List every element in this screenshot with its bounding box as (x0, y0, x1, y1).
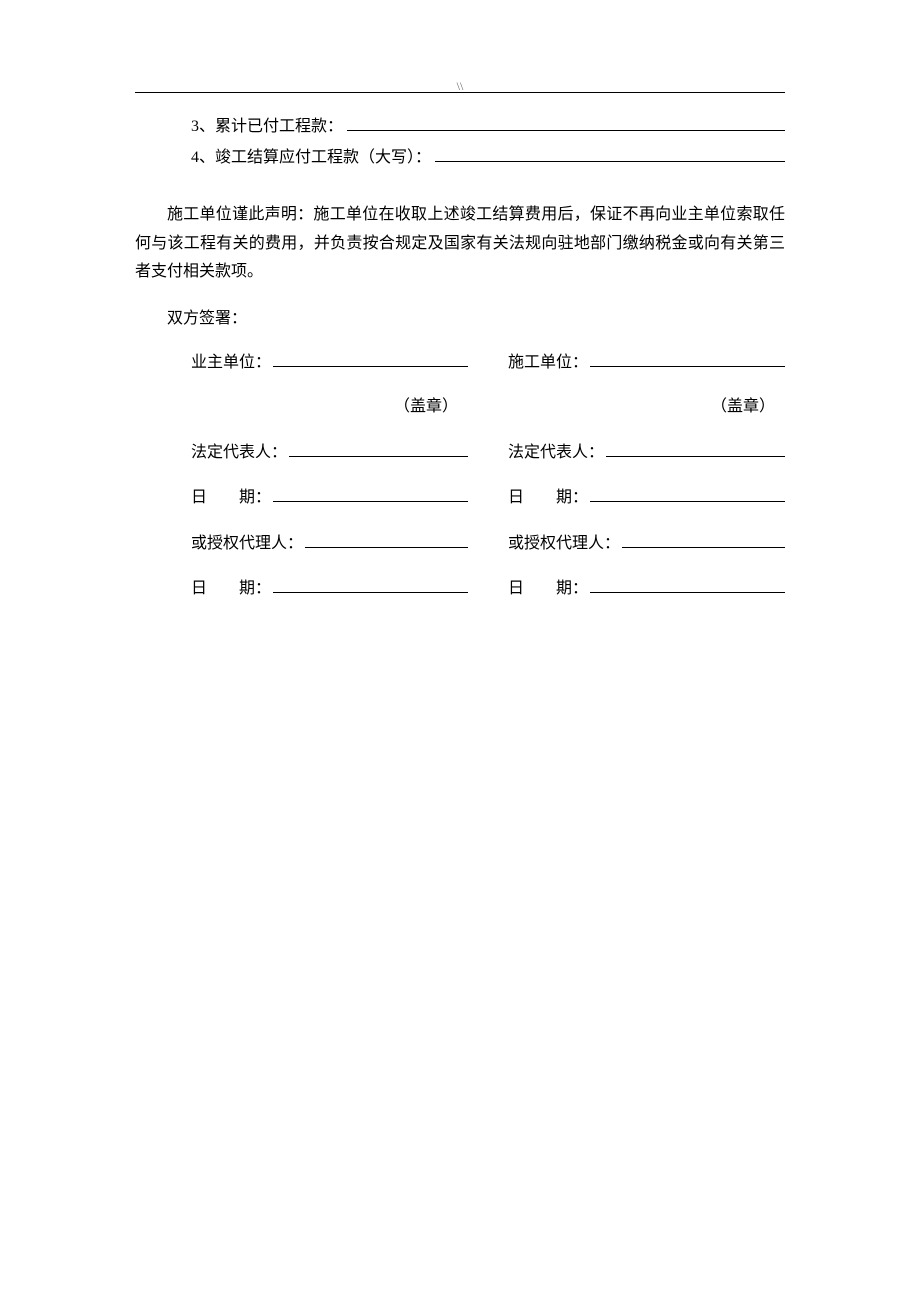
contractor-stamp: （盖章） (508, 393, 785, 422)
header-mark: \\ (0, 76, 920, 98)
owner-stamp: （盖章） (191, 393, 468, 422)
item-4-blank (435, 143, 785, 162)
numbered-item-3: 3、累计已付工程款： (135, 112, 785, 141)
contractor-date1-blank (590, 484, 785, 503)
contractor-agent-row: 或授权代理人： (508, 529, 785, 558)
item-4-label: 4、竣工结算应付工程款（大写）： (191, 144, 431, 173)
owner-date1-label: 日期： (191, 484, 271, 513)
sign-header: 双方签署： (135, 305, 785, 334)
numbered-item-4: 4、竣工结算应付工程款（大写）： (135, 143, 785, 172)
header-rule (135, 92, 785, 93)
contractor-unit-label: 施工单位： (508, 349, 588, 378)
owner-date1-blank (273, 484, 468, 503)
contractor-agent-label: 或授权代理人： (508, 530, 620, 559)
owner-unit-row: 业主单位： (191, 348, 468, 377)
owner-agent-label: 或授权代理人： (191, 530, 303, 559)
item-3-label: 3、累计已付工程款： (191, 113, 343, 142)
contractor-unit-blank (590, 348, 785, 367)
owner-unit-blank (273, 348, 468, 367)
owner-agent-blank (305, 529, 468, 548)
owner-date1-row: 日期： (191, 484, 468, 513)
document-content: 3、累计已付工程款： 4、竣工结算应付工程款（大写）： 施工单位谨此声明：施工单… (135, 70, 785, 604)
owner-legal-rep-row: 法定代表人： (191, 438, 468, 467)
owner-agent-row: 或授权代理人： (191, 529, 468, 558)
declaration-paragraph: 施工单位谨此声明：施工单位在收取上述竣工结算费用后，保证不再向业主单位索取任何与… (135, 201, 785, 287)
contractor-date2-label: 日期： (508, 575, 588, 604)
owner-date2-blank (273, 574, 468, 593)
owner-date2-label: 日期： (191, 575, 271, 604)
contractor-date2-blank (590, 574, 785, 593)
document-page: \\ 3、累计已付工程款： 4、竣工结算应付工程款（大写）： 施工单位谨此声明：… (0, 0, 920, 1302)
owner-legal-rep-blank (289, 438, 468, 457)
contractor-date1-label: 日期： (508, 484, 588, 513)
contractor-legal-rep-row: 法定代表人： (508, 438, 785, 467)
owner-unit-label: 业主单位： (191, 349, 271, 378)
contractor-legal-rep-label: 法定代表人： (508, 439, 604, 468)
contractor-date1-row: 日期： (508, 484, 785, 513)
contractor-date2-row: 日期： (508, 574, 785, 603)
owner-date2-row: 日期： (191, 574, 468, 603)
owner-legal-rep-label: 法定代表人： (191, 439, 287, 468)
contractor-agent-blank (622, 529, 785, 548)
contractor-legal-rep-blank (606, 438, 785, 457)
contractor-unit-row: 施工单位： (508, 348, 785, 377)
signature-grid: 业主单位： 施工单位： （盖章） （盖章） 法定代表人： 法定代表人： (135, 348, 785, 604)
item-3-blank (347, 112, 785, 131)
